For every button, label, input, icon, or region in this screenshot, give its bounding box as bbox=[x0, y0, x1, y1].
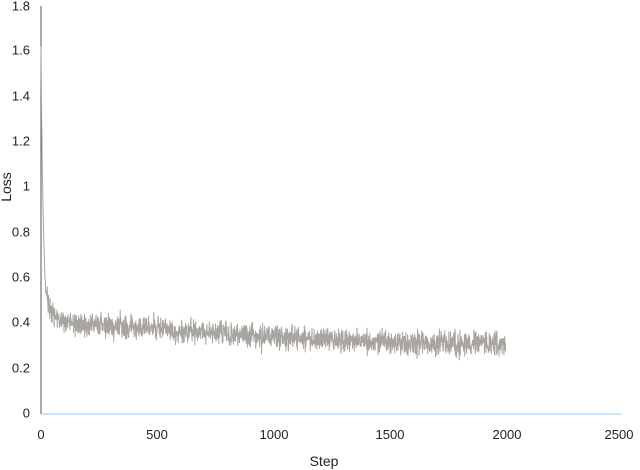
y-tick-label-1: 1 bbox=[23, 178, 30, 193]
y-tick-labels: 0 0.2 0.4 0.6 0.8 1 1.2 1.4 1.6 1.8 bbox=[12, 0, 30, 420]
x-tick-label-2500: 2500 bbox=[605, 427, 634, 442]
x-tick-label-1000: 1000 bbox=[260, 427, 289, 442]
x-tick-label-2000: 2000 bbox=[493, 427, 522, 442]
y-tick-label-0-4: 0.4 bbox=[12, 314, 30, 329]
y-tick-label-0: 0 bbox=[23, 405, 30, 420]
x-tick-labels: 0 500 1000 1500 2000 2500 bbox=[37, 427, 633, 442]
x-tick-label-1500: 1500 bbox=[376, 427, 405, 442]
x-tick-label-500: 500 bbox=[146, 427, 168, 442]
y-tick-label-0-2: 0.2 bbox=[12, 360, 30, 375]
x-tick-label-0: 0 bbox=[37, 427, 44, 442]
y-tick-label-1-8: 1.8 bbox=[12, 0, 30, 13]
series-layer bbox=[40, 46, 507, 361]
y-tick-label-1-4: 1.4 bbox=[12, 88, 30, 103]
y-tick-label-0-8: 0.8 bbox=[12, 224, 30, 239]
y-axis-title: Loss bbox=[0, 172, 14, 202]
x-axis-title: Step bbox=[310, 453, 339, 469]
y-tick-label-0-6: 0.6 bbox=[12, 269, 30, 284]
y-tick-label-1-6: 1.6 bbox=[12, 42, 30, 57]
y-tick-label-1-2: 1.2 bbox=[12, 133, 30, 148]
loss-series-line-0 bbox=[40, 46, 507, 361]
